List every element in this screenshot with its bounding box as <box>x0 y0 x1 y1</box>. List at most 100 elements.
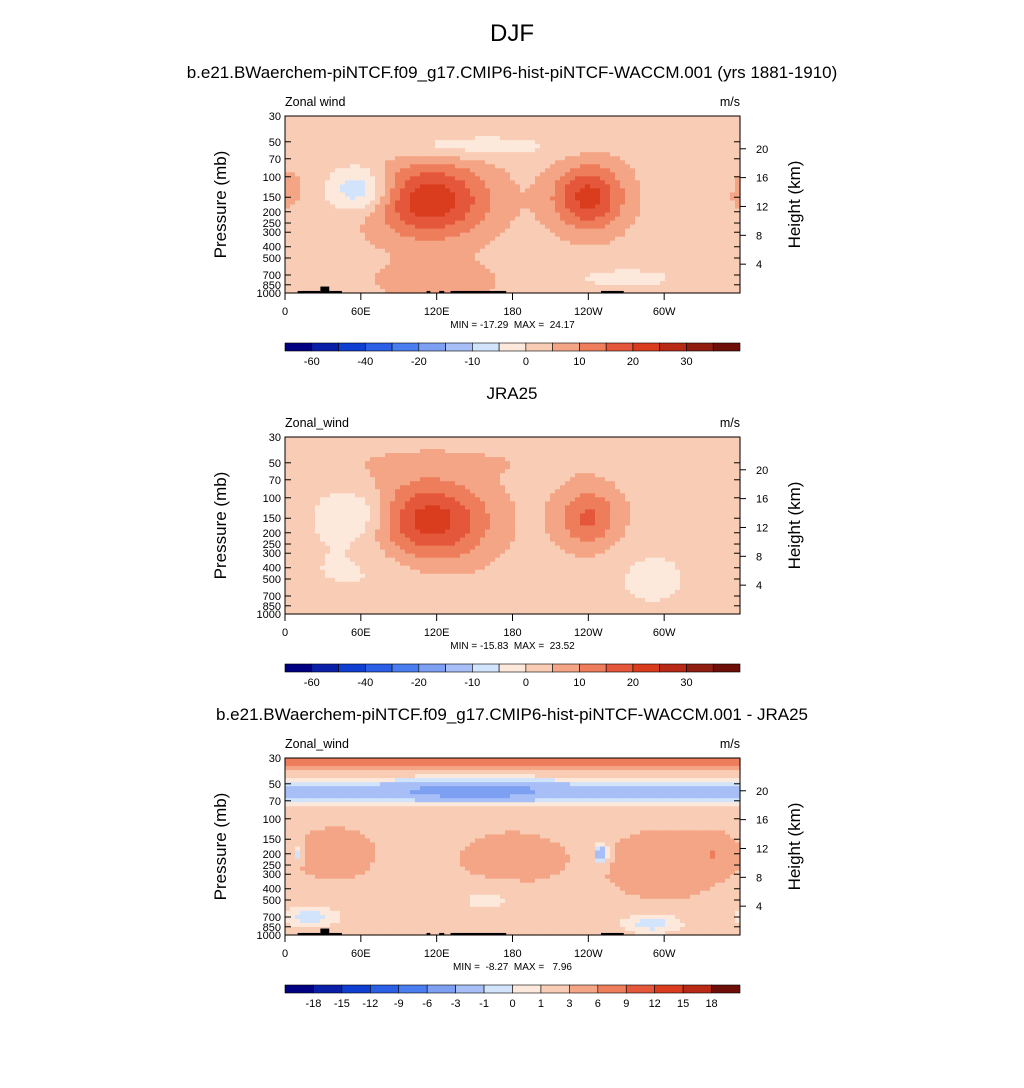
field-cell <box>595 229 601 234</box>
field-cell <box>490 136 496 141</box>
field-cell <box>495 241 501 246</box>
field-cell <box>500 465 506 470</box>
field-cell <box>545 205 551 210</box>
field-cell <box>575 184 581 189</box>
field-cell <box>445 273 451 278</box>
colorbar-swatch <box>686 343 713 351</box>
field-cell <box>340 281 346 286</box>
field-cell <box>515 128 521 133</box>
field-cell <box>330 209 336 214</box>
field-cell <box>545 465 551 470</box>
field-cell <box>610 261 616 266</box>
field-cell <box>465 188 471 193</box>
field-cell <box>720 184 726 189</box>
field-cell <box>660 285 666 290</box>
field-cell <box>530 217 536 222</box>
field-cell <box>395 225 401 230</box>
field-cell <box>705 164 711 169</box>
field-cell <box>710 205 716 210</box>
field-cell <box>580 200 586 205</box>
field-cell <box>370 281 376 286</box>
field-cell <box>545 184 551 189</box>
field-cell <box>320 229 326 234</box>
field-cell <box>475 128 481 133</box>
field-cell <box>305 281 311 286</box>
field-cell <box>525 168 531 173</box>
field-cell <box>565 465 571 470</box>
field-cell <box>670 144 676 149</box>
field-cell <box>305 148 311 153</box>
field-cell <box>465 156 471 161</box>
field-cell <box>645 445 651 450</box>
field-cell <box>290 184 296 189</box>
field-cell <box>570 229 576 234</box>
field-cell <box>410 241 416 246</box>
field-cell <box>290 205 296 210</box>
field-cell <box>695 465 701 470</box>
field-cell <box>485 473 491 478</box>
field-cell <box>590 120 596 125</box>
field-cell <box>730 217 736 222</box>
field-cell <box>625 453 631 458</box>
field-cell <box>560 205 566 210</box>
field-cell <box>390 469 396 474</box>
field-cell <box>440 273 446 278</box>
field-cell <box>425 285 431 290</box>
field-cell <box>705 469 711 474</box>
field-cell <box>595 116 601 121</box>
field-cell <box>520 285 526 290</box>
field-cell <box>410 156 416 161</box>
field-cell <box>600 437 606 442</box>
field-cell <box>645 120 651 125</box>
field-cell <box>610 140 616 145</box>
field-cell <box>705 180 711 185</box>
field-cell <box>425 120 431 125</box>
field-cell <box>450 132 456 137</box>
field-cell <box>710 168 716 173</box>
field-cell <box>455 160 461 165</box>
field-cell <box>385 172 391 177</box>
field-cell <box>445 269 451 274</box>
field-cell <box>360 229 366 234</box>
field-cell <box>705 213 711 218</box>
field-cell <box>430 144 436 149</box>
field-cell <box>635 469 641 474</box>
field-cell <box>360 445 366 450</box>
field-cell <box>515 120 521 125</box>
field-cell <box>400 180 406 185</box>
field-cell <box>680 437 686 442</box>
field-cell <box>530 124 536 129</box>
field-cell <box>640 192 646 197</box>
field-cell <box>585 132 591 137</box>
field-cell <box>655 437 661 442</box>
field-cell <box>490 229 496 234</box>
field-cell <box>460 253 466 258</box>
field-cell <box>450 196 456 201</box>
field-cell <box>730 249 736 254</box>
field-cell <box>710 253 716 258</box>
field-cell <box>485 449 491 454</box>
field-cell <box>385 132 391 137</box>
field-cell <box>575 265 581 270</box>
field-cell <box>325 269 331 274</box>
field-cell <box>510 180 516 185</box>
field-cell <box>380 132 386 137</box>
field-cell <box>550 261 556 266</box>
field-cell <box>330 205 336 210</box>
field-cell <box>570 457 576 462</box>
field-cell <box>480 144 486 149</box>
field-cell <box>730 148 736 153</box>
field-cell <box>615 225 621 230</box>
field-cell <box>550 132 556 137</box>
field-cell <box>675 465 681 470</box>
field-cell <box>665 461 671 466</box>
field-cell <box>455 144 461 149</box>
field-cell <box>725 237 731 242</box>
field-cell <box>515 465 521 470</box>
field-cell <box>700 253 706 258</box>
field-cell <box>345 437 351 442</box>
field-cell <box>475 180 481 185</box>
field-cell <box>625 249 631 254</box>
field-cell <box>340 261 346 266</box>
field-cell <box>580 160 586 165</box>
